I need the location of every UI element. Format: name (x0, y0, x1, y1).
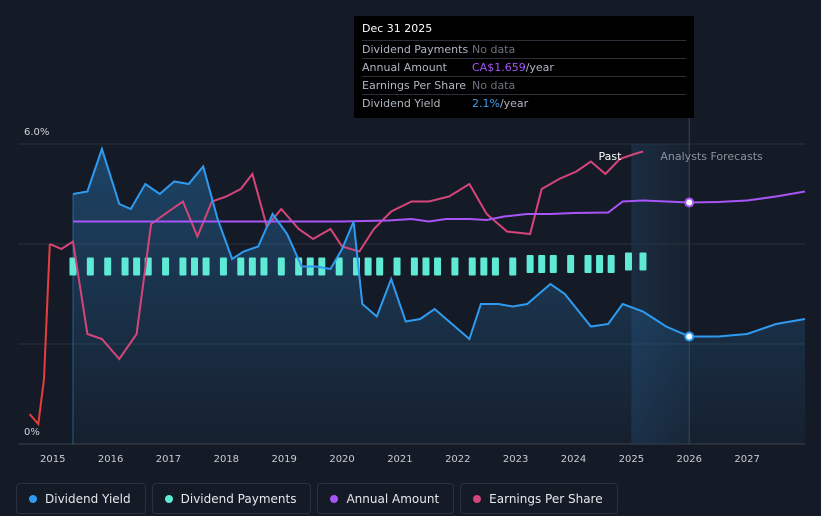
dividend-yield-line (72, 145, 806, 341)
tooltip-value: No data (472, 79, 516, 92)
dividend-yield-area (73, 149, 805, 444)
legend-label: Dividend Yield (45, 491, 131, 506)
dividend-payment-bar (133, 257, 141, 276)
dividend-payment-bar (625, 252, 633, 271)
legend-label: Dividend Payments (180, 491, 297, 506)
dividend-payment-bar (422, 257, 430, 276)
y-tick-label: 0% (24, 427, 40, 438)
dividend-payment-bar (104, 257, 112, 276)
dividend-payment-bar (69, 257, 77, 276)
x-tick-label: 2026 (677, 454, 702, 465)
dividend-payment-bar (277, 257, 285, 276)
legend-annual-amount[interactable]: Annual Amount (317, 483, 455, 514)
dividend-payment-bar (434, 257, 442, 276)
tooltip-row-earnings-per-share: Earnings Per Share No data (362, 76, 686, 94)
dividend-payment-bar (491, 257, 499, 276)
x-tick-label: 2020 (329, 454, 354, 465)
x-tick-label: 2021 (387, 454, 412, 465)
annual-amount-marker (684, 197, 695, 208)
dividend-payment-bar (162, 257, 170, 276)
dividend-yield-marker (684, 331, 695, 342)
eps-negative-line (28, 243, 51, 427)
dividend-payment-bar (219, 257, 227, 276)
dividend-payment-bar (335, 257, 343, 276)
unit-label: /year (525, 61, 554, 74)
x-tick-label: 2017 (156, 454, 181, 465)
dividend-payment-bar (202, 257, 210, 276)
tooltip-label: Dividend Yield (362, 97, 441, 110)
dividend-payment-bar (509, 257, 517, 276)
legend-dot-icon (164, 494, 173, 503)
dividend-payment-bar (584, 255, 592, 273)
dividend-payment-bar (567, 255, 575, 273)
tooltip-row-dividend-yield: Dividend Yield 2.1%/year (362, 94, 686, 112)
y-tick-label: 6.0% (24, 127, 49, 138)
tooltip-label: Earnings Per Share (362, 79, 467, 92)
annual-amount-value: CA$1.659 (472, 61, 526, 74)
tooltip-row-dividend-payments: Dividend Payments No data (362, 40, 686, 58)
dividend-payment-bar (549, 255, 557, 273)
dividend-payment-bar (260, 257, 268, 276)
legend-label: Earnings Per Share (489, 491, 603, 506)
legend-label: Annual Amount (346, 491, 440, 506)
dividend-payment-bar (376, 257, 384, 276)
tooltip: Dec 31 2025 Dividend Payments No data An… (354, 16, 694, 118)
dividend-yield-value: 2.1% (472, 97, 500, 110)
x-tick-label: 2018 (214, 454, 239, 465)
x-tick-label: 2027 (734, 454, 759, 465)
dividend-payment-bar (480, 257, 488, 276)
x-tick-label: 2019 (271, 454, 296, 465)
x-tick-label: 2022 (445, 454, 470, 465)
tooltip-date: Dec 31 2025 (362, 22, 433, 35)
legend-dot-icon (473, 494, 482, 503)
legend: Dividend Yield Dividend Payments Annual … (16, 483, 618, 514)
dividend-payment-bar (179, 257, 187, 276)
x-tick-label: 2016 (98, 454, 123, 465)
tooltip-row-annual-amount: Annual Amount CA$1.659/year (362, 58, 686, 76)
dividend-payment-bar (121, 257, 129, 276)
dividend-payment-bar (190, 257, 198, 276)
legend-dividend-yield[interactable]: Dividend Yield (16, 483, 146, 514)
dividend-payment-bar (607, 255, 615, 273)
tooltip-label: Dividend Payments (362, 43, 469, 56)
x-tick-label: 2025 (619, 454, 644, 465)
legend-earnings-per-share[interactable]: Earnings Per Share (460, 483, 618, 514)
x-tick-label: 2015 (40, 454, 65, 465)
dividend-payment-bar (468, 257, 476, 276)
dividend-payment-bar (538, 255, 546, 273)
dividend-payment-bar (248, 257, 256, 276)
tooltip-value: No data (472, 43, 516, 56)
dividend-payment-bar (393, 257, 401, 276)
past-label: Past (598, 150, 622, 163)
unit-label: /year (499, 97, 529, 110)
dividend-payment-bar (410, 257, 418, 276)
dividend-payment-bar (596, 255, 604, 273)
dividend-payment-bar (86, 257, 94, 276)
legend-dot-icon (330, 494, 339, 503)
dividend-payment-bar (237, 257, 245, 276)
legend-dividend-payments[interactable]: Dividend Payments (151, 483, 312, 514)
dividend-payment-bar (526, 255, 534, 273)
x-tick-label: 2023 (503, 454, 528, 465)
forecast-label: Analysts Forecasts (660, 150, 763, 163)
dividend-payment-bar (639, 252, 647, 271)
dividend-payment-bar (364, 257, 372, 276)
dividend-payment-bar (451, 257, 459, 276)
x-tick-label: 2024 (561, 454, 586, 465)
earnings-per-share-line (49, 150, 644, 361)
tooltip-value: 2.1%/year (472, 97, 528, 110)
tooltip-value: CA$1.659/year (472, 61, 554, 74)
legend-dot-icon (29, 494, 37, 503)
tooltip-label: Annual Amount (362, 61, 447, 74)
